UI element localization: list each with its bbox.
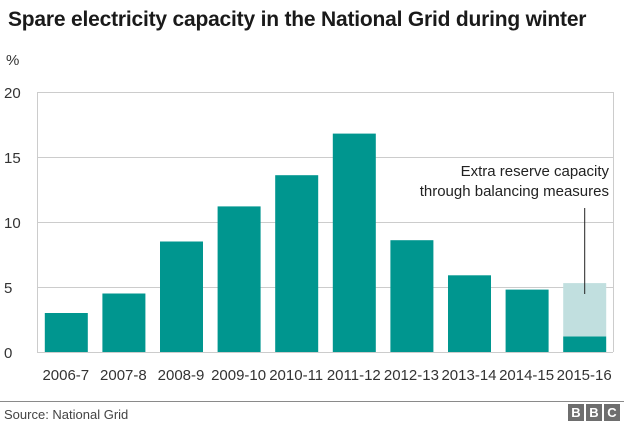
bar [275, 175, 319, 352]
bar [448, 275, 491, 352]
x-tick-label: 2007-8 [100, 367, 147, 384]
x-tick-label: 2014-15 [499, 367, 554, 384]
x-tick-label: 2015-16 [557, 367, 612, 384]
y-axis-unit-label: % [6, 52, 20, 69]
bbc-logo-letter: B [586, 404, 602, 421]
bar [390, 240, 434, 352]
y-tick-label: 10 [4, 215, 21, 232]
x-tick-label: 2009-10 [211, 367, 266, 384]
bbc-logo-letter: C [604, 404, 620, 421]
y-tick-label: 20 [4, 85, 21, 102]
bar [563, 336, 607, 352]
x-tick-label: 2012-13 [384, 367, 439, 384]
source-note: Source: National Grid [4, 407, 129, 422]
x-tick-label: 2011-12 [327, 367, 381, 384]
annotation-text: through balancing measures [420, 183, 609, 200]
footer-divider [0, 401, 624, 402]
bbc-logo-letter: B [568, 404, 584, 421]
y-tick-label: 0 [4, 345, 12, 362]
bar [44, 313, 88, 352]
bar [217, 206, 261, 352]
chart-title: Spare electricity capacity in the Nation… [8, 8, 587, 31]
annotation-text: Extra reserve capacity [461, 163, 610, 180]
y-tick-label: 5 [4, 280, 12, 297]
bar [505, 289, 549, 352]
y-tick-label: 15 [4, 150, 21, 167]
x-tick-label: 2010-11 [269, 367, 323, 384]
x-tick-label: 2013-14 [441, 367, 496, 384]
x-tick-label: 2008-9 [158, 367, 205, 384]
bar [102, 293, 146, 352]
bar-chart: 0 5 10 15 20 2006-7 2007-8 2008-9 2009-10 2010-11… [4, 85, 614, 384]
bar [160, 241, 203, 352]
bbc-logo: B B C [568, 404, 620, 421]
x-tick-label: 2006-7 [42, 367, 89, 384]
bar [332, 133, 376, 352]
